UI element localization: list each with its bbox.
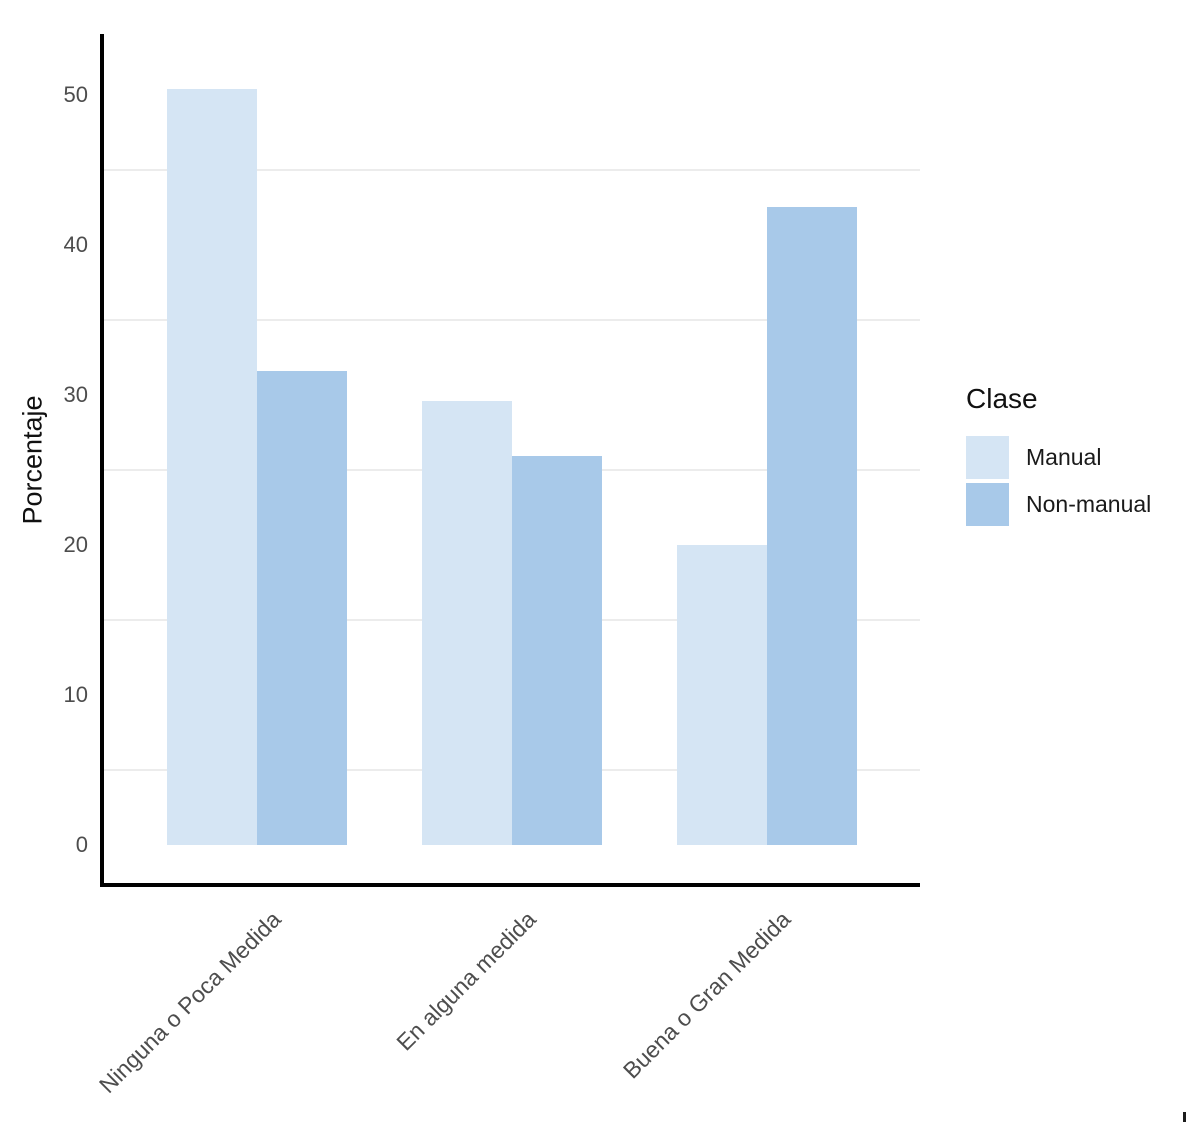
- y-tick-label: 50: [63, 82, 88, 107]
- y-tick-label: 40: [63, 232, 88, 257]
- legend-swatch-non-manual: [966, 483, 1009, 526]
- legend-label: Non-manual: [1026, 491, 1152, 517]
- y-tick-label: 20: [63, 532, 88, 557]
- bar-manual-cat3: [677, 545, 767, 845]
- legend-label: Manual: [1026, 444, 1102, 470]
- legend-swatch-manual: [966, 436, 1009, 479]
- minor-gridline: [104, 169, 920, 171]
- y-tick-label: 0: [75, 832, 88, 857]
- x-axis-line: [100, 883, 920, 887]
- y-axis-line: [100, 34, 104, 887]
- x-axis-category-label: Ninguna o Poca Medida: [93, 906, 286, 1098]
- stray-tick-mark: [1183, 1112, 1186, 1122]
- minor-gridline: [104, 319, 920, 321]
- bar-non-manual-cat1: [257, 371, 347, 845]
- bar-non-manual-cat3: [767, 207, 857, 845]
- bar-manual-cat1: [167, 89, 257, 845]
- bar-manual-cat2: [422, 401, 512, 845]
- bar-non-manual-cat2: [512, 456, 602, 845]
- y-axis-title: Porcentaje: [17, 395, 48, 525]
- legend-title: Clase: [966, 383, 1038, 414]
- y-tick-label: 30: [63, 382, 88, 407]
- x-axis-category-label: Buena o Gran Medida: [617, 906, 796, 1084]
- x-axis-category-label: En alguna medida: [390, 906, 541, 1056]
- y-tick-label: 10: [63, 682, 88, 707]
